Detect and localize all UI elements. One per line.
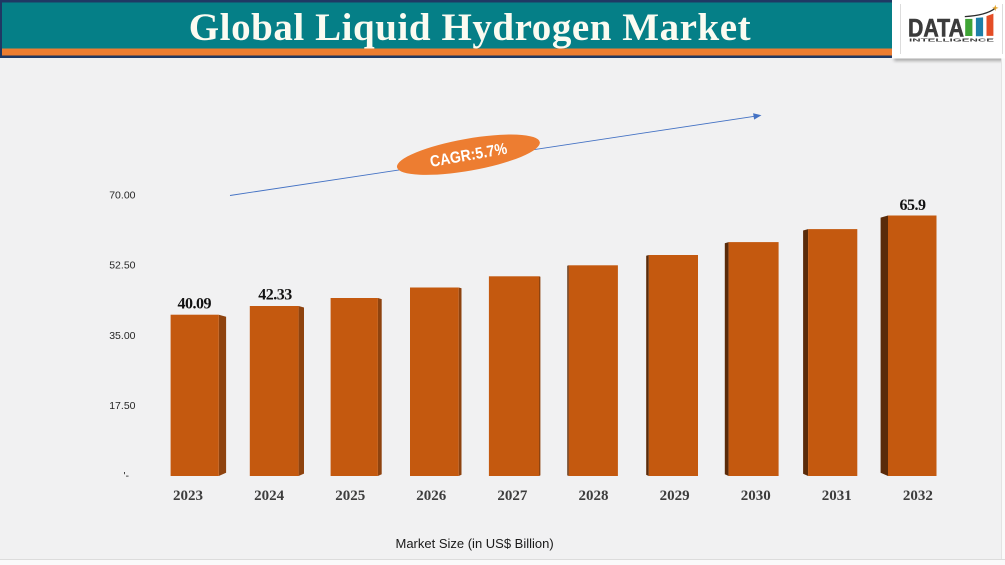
svg-text:2026: 2026 [416,488,447,504]
svg-text:40.09: 40.09 [178,295,212,312]
svg-text:DATA: DATA [908,15,964,43]
svg-text:17.50: 17.50 [109,400,135,412]
svg-text:2030: 2030 [741,488,771,504]
svg-text:Global Liquid Hydrogen Market: Global Liquid Hydrogen Market [189,6,751,49]
svg-text:INTELLIGENCE: INTELLIGENCE [909,37,994,42]
svg-text:'-: '- [123,470,129,482]
svg-text:2024: 2024 [254,488,285,504]
svg-text:2025: 2025 [335,488,365,504]
svg-text:2023: 2023 [173,488,203,504]
svg-text:42.33: 42.33 [258,286,292,303]
svg-text:2031: 2031 [822,488,852,504]
svg-text:2029: 2029 [660,488,690,504]
svg-text:2027: 2027 [497,488,528,504]
svg-text:65.9: 65.9 [900,197,927,214]
svg-text:35.00: 35.00 [109,330,135,342]
svg-text:52.50: 52.50 [109,260,135,272]
svg-text:2028: 2028 [579,488,609,504]
svg-text:2032: 2032 [903,488,933,504]
svg-text:70.00: 70.00 [109,189,135,201]
svg-text:Market Size (in US$ Billion): Market Size (in US$ Billion) [395,536,553,551]
